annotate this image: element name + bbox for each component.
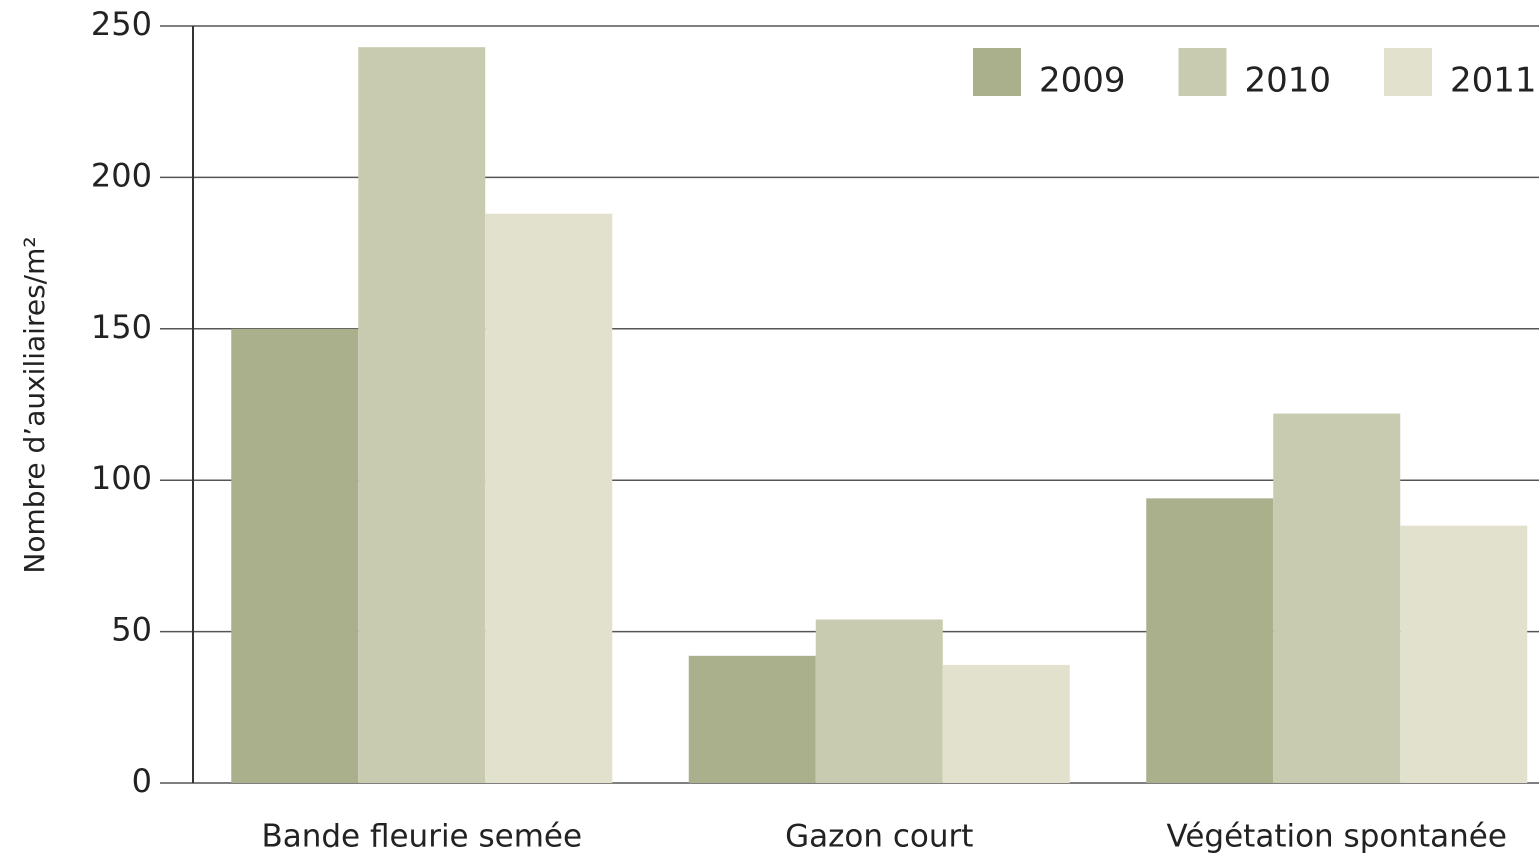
bar	[1273, 413, 1401, 783]
bar	[485, 213, 613, 784]
x-tick-label: Végétation spontanée	[1167, 819, 1507, 855]
y-tick-label: 250	[91, 5, 152, 43]
legend-swatch	[1384, 48, 1432, 96]
x-tick-label: Gazon court	[785, 819, 973, 855]
bar	[942, 664, 1070, 783]
y-tick-label: 0	[132, 762, 152, 800]
legend-swatch	[1178, 48, 1227, 96]
bar	[1400, 525, 1528, 783]
bar	[231, 328, 359, 783]
bar	[358, 47, 486, 784]
legend-label: 2011	[1450, 61, 1537, 101]
legend-swatch	[973, 48, 1021, 96]
y-tick-label: 50	[111, 611, 152, 649]
bar	[1146, 498, 1274, 783]
y-axis-label: Nombre d’auxiliaires/m²	[18, 236, 51, 573]
x-tick-label: Bande fleurie semée	[261, 819, 582, 855]
legend-label: 2009	[1039, 61, 1126, 101]
legend-label: 2010	[1245, 61, 1332, 101]
y-tick-label: 150	[91, 308, 152, 346]
y-tick-label: 100	[91, 459, 152, 497]
bar	[815, 619, 943, 783]
bar	[688, 655, 816, 783]
y-tick-label: 200	[91, 156, 152, 194]
